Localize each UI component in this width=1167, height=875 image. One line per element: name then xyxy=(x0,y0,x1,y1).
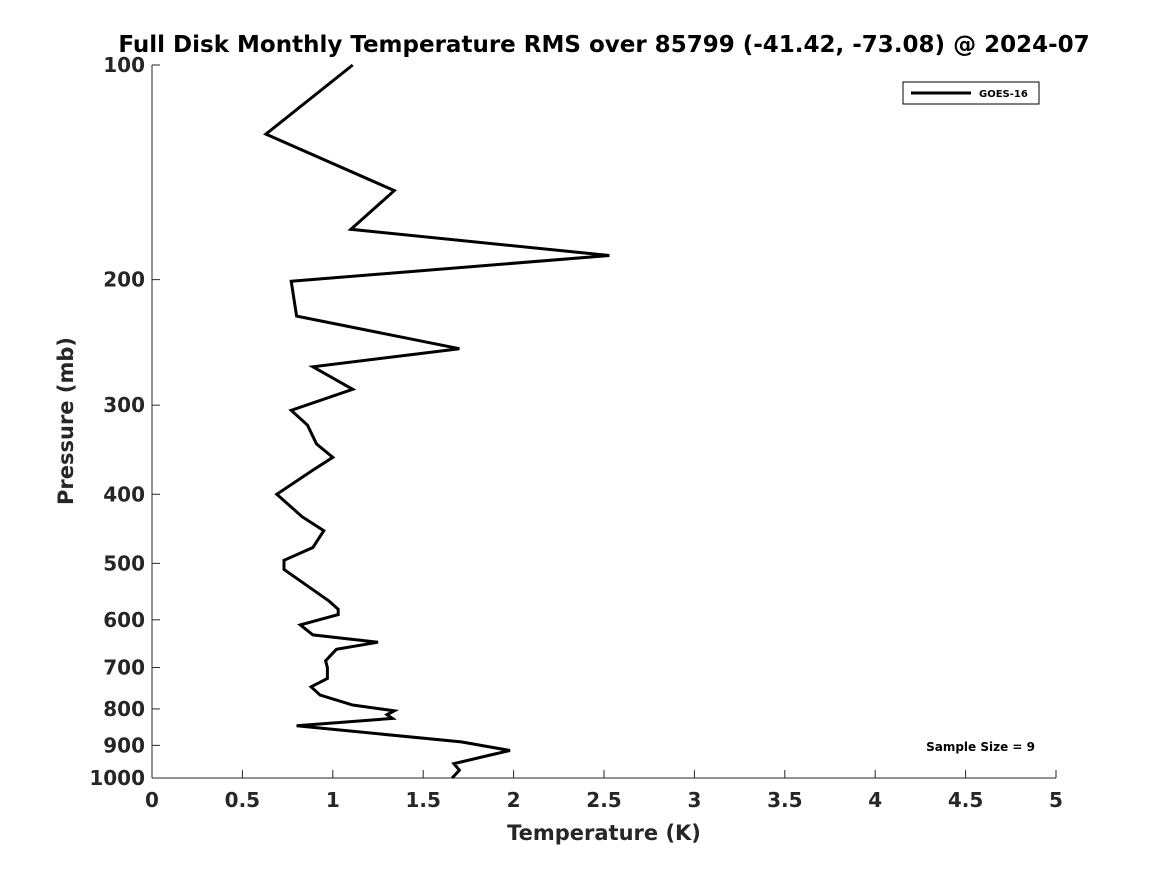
x-tick-label: 4 xyxy=(868,788,882,812)
y-tick-label: 400 xyxy=(103,482,145,506)
y-tick-label: 500 xyxy=(103,551,145,575)
x-tick-label: 1.5 xyxy=(405,788,440,812)
y-tick-label: 700 xyxy=(103,656,145,680)
y-tick-label: 200 xyxy=(103,268,145,292)
y-tick-label: 900 xyxy=(103,733,145,757)
legend-label-goes-16: GOES-16 xyxy=(979,89,1028,100)
x-tick-label: 1 xyxy=(326,788,340,812)
x-tick-label: 0.5 xyxy=(225,788,260,812)
y-tick-label: 1000 xyxy=(89,766,145,790)
y-tick-label: 100 xyxy=(103,53,145,77)
x-tick-label: 4.5 xyxy=(948,788,983,812)
x-tick-label: 0 xyxy=(145,788,159,812)
legend: GOES-16 xyxy=(902,81,1040,105)
x-axis-label: Temperature (K) xyxy=(507,821,701,845)
x-tick-label: 3.5 xyxy=(767,788,802,812)
x-ticks: 0 0.5 1 1.5 2 2.5 3 3.5 4 4.5 5 xyxy=(145,770,1063,812)
y-tick-label: 300 xyxy=(103,393,145,417)
plot-area xyxy=(152,65,1056,778)
sample-size-annotation: Sample Size = 9 xyxy=(926,740,1035,754)
x-tick-label: 2 xyxy=(507,788,521,812)
x-tick-label: 2.5 xyxy=(586,788,621,812)
series-line-goes-16 xyxy=(263,63,610,780)
y-ticks: 100 200 300 400 500 600 700 800 900 1000 xyxy=(89,53,160,790)
y-tick-label: 600 xyxy=(103,608,145,632)
x-tick-label: 5 xyxy=(1049,788,1063,812)
series-layer xyxy=(263,63,610,780)
y-tick-label: 800 xyxy=(103,697,145,721)
chart-title: Full Disk Monthly Temperature RMS over 8… xyxy=(118,32,1089,58)
y-axis-label: Pressure (mb) xyxy=(54,337,78,505)
x-tick-label: 3 xyxy=(687,788,701,812)
